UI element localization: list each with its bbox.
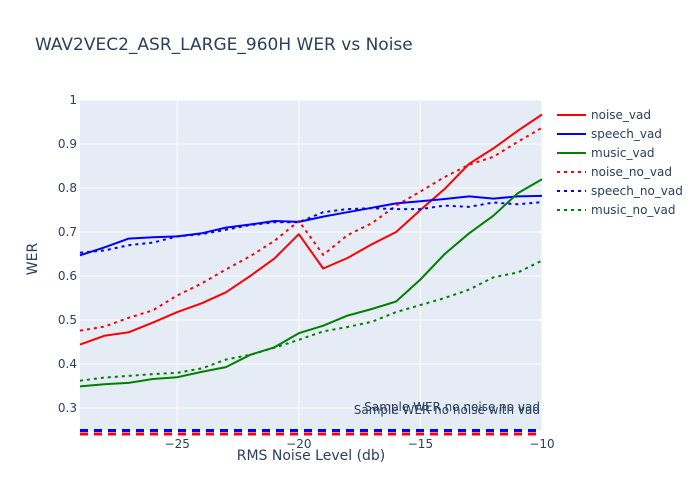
y-tick-label: 1 (69, 93, 77, 107)
legend-label: music_no_vad (591, 203, 676, 217)
series-line-noise_vad (79, 113, 543, 346)
x-axis-ticks: −25 −20 −15 −10 (165, 437, 555, 451)
y-tick-label: 0.4 (58, 357, 77, 371)
legend-label: music_vad (591, 146, 655, 160)
y-tick-label: 0.6 (58, 269, 77, 283)
y-axis-title: WER (25, 243, 41, 276)
legend-label: noise_no_vad (591, 165, 672, 179)
y-tick-label: 0.5 (58, 313, 77, 327)
series-line-noise_no_vad (79, 126, 543, 332)
legend-item-speech_vad[interactable]: speech_vad (557, 127, 662, 141)
y-tick-label: 0.8 (58, 181, 77, 195)
reference-annotation: Sample WER no noise no vad (364, 400, 540, 414)
y-axis-ticks: 0.3 0.4 0.5 0.6 0.7 0.8 0.9 1 (58, 93, 77, 415)
plot-area (80, 100, 542, 430)
series-line-music_no_vad (79, 259, 543, 382)
x-tick-label: −10 (529, 437, 554, 451)
x-tick-label: −15 (408, 437, 433, 451)
series-line-speech_no_vad (79, 201, 543, 254)
legend-item-noise_no_vad[interactable]: noise_no_vad (557, 165, 672, 179)
legend-item-music_vad[interactable]: music_vad (557, 146, 655, 160)
x-tick-label: −25 (165, 437, 190, 451)
y-tick-label: 0.9 (58, 137, 77, 151)
legend-label: noise_vad (591, 108, 651, 122)
legend-label: speech_vad (591, 127, 662, 141)
legend-label: speech_no_vad (591, 184, 683, 198)
x-axis-title: RMS Noise Level (db) (237, 448, 386, 464)
x-tick-label: −20 (286, 437, 311, 451)
gridlines (80, 99, 543, 430)
legend-item-noise_vad[interactable]: noise_vad (557, 108, 651, 122)
y-tick-label: 0.7 (58, 225, 77, 239)
legend-item-speech_no_vad[interactable]: speech_no_vad (557, 184, 683, 198)
series-line-speech_vad (79, 194, 543, 257)
legend[interactable]: noise_vad speech_vad music_vad noise_no_vad… (557, 108, 683, 217)
legend-item-music_no_vad[interactable]: music_no_vad (557, 203, 676, 217)
chart-title: WAV2VEC2_ASR_LARGE_960H WER vs Noise (35, 35, 413, 55)
reference-lines (80, 428, 542, 436)
series-line-music_vad (79, 178, 543, 388)
y-tick-label: 0.3 (58, 401, 77, 415)
series-lines (79, 113, 543, 388)
reference-annotation: Sample WER no noise with vad (354, 403, 540, 417)
